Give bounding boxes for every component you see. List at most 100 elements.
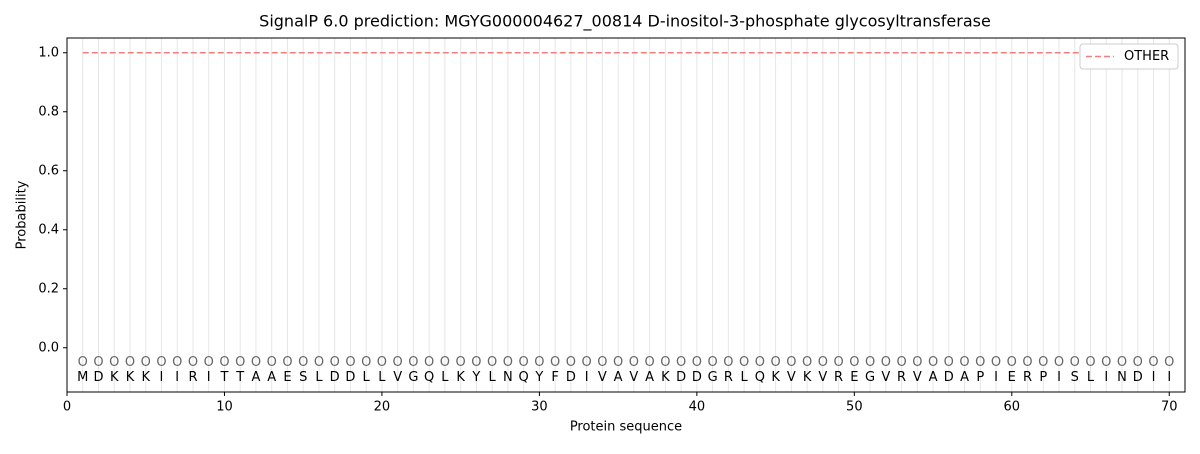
x-tick-label: 10 bbox=[216, 400, 233, 415]
residue-label: F bbox=[551, 370, 558, 385]
residue-label: D bbox=[692, 370, 702, 385]
region-label: O bbox=[235, 355, 245, 370]
residue-label: D bbox=[330, 370, 340, 385]
region-label: O bbox=[345, 355, 355, 370]
residue-label: I bbox=[207, 370, 211, 385]
region-label: O bbox=[204, 355, 214, 370]
residue-label: P bbox=[976, 370, 984, 385]
residue-label: R bbox=[1023, 370, 1032, 385]
region-label: O bbox=[393, 355, 403, 370]
region-label: O bbox=[377, 355, 387, 370]
residue-label: K bbox=[661, 370, 670, 385]
residue-label: N bbox=[503, 370, 513, 385]
residue-label: G bbox=[708, 370, 718, 385]
chart-title: SignalP 6.0 prediction: MGYG000004627_00… bbox=[259, 12, 991, 32]
residue-label: E bbox=[283, 370, 291, 385]
residue-label: N bbox=[1117, 370, 1127, 385]
region-label: O bbox=[991, 355, 1001, 370]
residue-label: I bbox=[585, 370, 589, 385]
x-axis-label: Protein sequence bbox=[570, 420, 682, 435]
residue-label: L bbox=[441, 370, 449, 385]
residue-label: Q bbox=[424, 370, 434, 385]
residue-label: D bbox=[676, 370, 686, 385]
residue-label: K bbox=[456, 370, 465, 385]
x-tick-label: 70 bbox=[1161, 400, 1178, 415]
region-label: O bbox=[707, 355, 717, 370]
region-label: O bbox=[739, 355, 749, 370]
residue-label: G bbox=[408, 370, 418, 385]
region-label: O bbox=[1085, 355, 1095, 370]
residue-label: V bbox=[881, 370, 890, 385]
region-label: O bbox=[597, 355, 607, 370]
region-label: O bbox=[251, 355, 261, 370]
region-label: O bbox=[928, 355, 938, 370]
residue-label: L bbox=[315, 370, 323, 385]
residue-label: I bbox=[994, 370, 998, 385]
residue-label: T bbox=[219, 370, 228, 385]
residue-label: R bbox=[834, 370, 843, 385]
residue-label: R bbox=[724, 370, 733, 385]
region-label: O bbox=[1022, 355, 1032, 370]
region-label: O bbox=[519, 355, 529, 370]
residue-label: A bbox=[614, 370, 623, 385]
residue-label: A bbox=[267, 370, 276, 385]
x-tick-label: 0 bbox=[63, 400, 71, 415]
residue-label: D bbox=[345, 370, 355, 385]
residue-label: D bbox=[1133, 370, 1143, 385]
residue-label: A bbox=[645, 370, 654, 385]
region-label: O bbox=[1148, 355, 1158, 370]
region-label: O bbox=[645, 355, 655, 370]
residue-label: S bbox=[299, 370, 307, 385]
region-label: O bbox=[1054, 355, 1064, 370]
region-label: O bbox=[156, 355, 166, 370]
residue-label: D bbox=[93, 370, 103, 385]
residue-label: V bbox=[913, 370, 922, 385]
residue-label: G bbox=[865, 370, 875, 385]
residue-label: A bbox=[929, 370, 938, 385]
x-tick-label: 60 bbox=[1004, 400, 1021, 415]
region-label: O bbox=[487, 355, 497, 370]
region-label: O bbox=[676, 355, 686, 370]
region-label: O bbox=[534, 355, 544, 370]
region-label: O bbox=[1070, 355, 1080, 370]
region-label: O bbox=[361, 355, 371, 370]
residue-label: I bbox=[1104, 370, 1108, 385]
residue-label: L bbox=[489, 370, 497, 385]
region-label: O bbox=[93, 355, 103, 370]
residue-label: I bbox=[175, 370, 179, 385]
region-label: O bbox=[1038, 355, 1048, 370]
region-label: O bbox=[503, 355, 513, 370]
x-tick-label: 30 bbox=[531, 400, 548, 415]
legend-label: OTHER bbox=[1124, 49, 1169, 64]
residue-label: K bbox=[771, 370, 780, 385]
region-label: O bbox=[408, 355, 418, 370]
region-label: O bbox=[125, 355, 135, 370]
region-label: O bbox=[456, 355, 466, 370]
region-label: O bbox=[818, 355, 828, 370]
residue-label: I bbox=[1057, 370, 1061, 385]
x-tick-label: 40 bbox=[689, 400, 706, 415]
region-label: O bbox=[188, 355, 198, 370]
residue-label: E bbox=[850, 370, 858, 385]
region-label: O bbox=[1117, 355, 1127, 370]
residue-label: V bbox=[818, 370, 827, 385]
region-label: O bbox=[314, 355, 324, 370]
y-axis-label: Probability bbox=[15, 180, 30, 249]
x-tick-label: 50 bbox=[846, 400, 863, 415]
region-label: O bbox=[424, 355, 434, 370]
region-label: O bbox=[959, 355, 969, 370]
region-label: O bbox=[141, 355, 151, 370]
region-label: O bbox=[692, 355, 702, 370]
residue-label: D bbox=[944, 370, 954, 385]
region-label: O bbox=[660, 355, 670, 370]
region-label: O bbox=[786, 355, 796, 370]
region-label: O bbox=[755, 355, 765, 370]
region-label: O bbox=[865, 355, 875, 370]
y-tick-label: 0.4 bbox=[38, 222, 59, 237]
residue-label: L bbox=[378, 370, 386, 385]
y-tick-label: 0.2 bbox=[38, 281, 59, 296]
region-label: O bbox=[566, 355, 576, 370]
region-label: O bbox=[298, 355, 308, 370]
residue-label: S bbox=[1071, 370, 1079, 385]
